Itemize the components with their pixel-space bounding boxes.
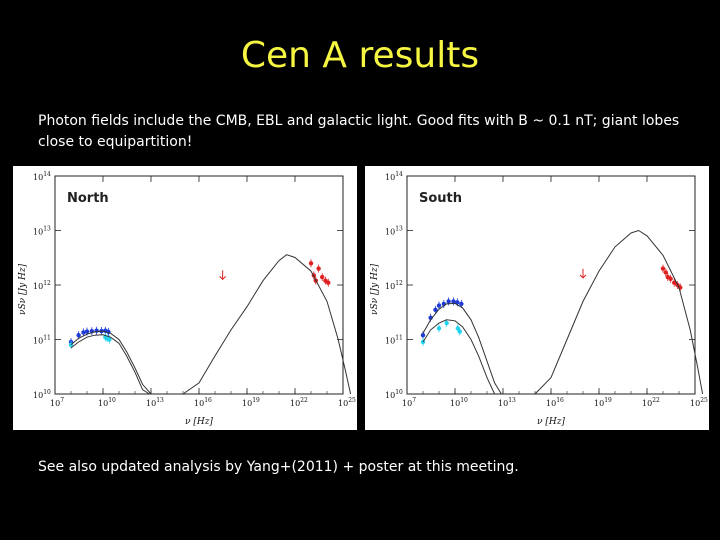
y-tick-label: 1013 xyxy=(33,226,51,237)
model-curve xyxy=(70,334,150,395)
chart-panel-north: 107 1010 1013 1016 1019 1022 1025 1010 1011 1012 1… xyxy=(13,166,357,430)
sed-chart-north: 107 1010 1013 1016 1019 1022 10251010101110121… xyxy=(18,171,356,427)
x-tick-label: 1016 xyxy=(546,397,564,408)
x-tick-label: 1025 xyxy=(690,397,708,408)
data-point xyxy=(433,307,438,313)
y-tick-label: 1013 xyxy=(385,226,403,237)
data-point xyxy=(84,329,90,334)
model-curve xyxy=(534,229,704,395)
data-point xyxy=(446,299,451,304)
data-point xyxy=(316,266,321,271)
data-point xyxy=(668,276,673,281)
y-tick-label: 1014 xyxy=(33,171,51,182)
model-curve xyxy=(182,254,352,395)
x-tick-label: 1019 xyxy=(594,397,612,408)
x-tick-label: 1013 xyxy=(146,397,164,408)
x-axis-label: ν [Hz] xyxy=(537,417,565,427)
x-tick-label: 1016 xyxy=(194,397,212,408)
data-point xyxy=(436,326,442,331)
data-point xyxy=(671,280,677,285)
data-point xyxy=(660,266,666,271)
plot-frame xyxy=(406,175,696,395)
x-tick-label: 1022 xyxy=(642,397,660,408)
data-point xyxy=(420,332,426,338)
data-point xyxy=(455,300,460,305)
x-tick-label: 107 xyxy=(402,397,416,408)
panel-label: South xyxy=(419,191,462,206)
data-point xyxy=(436,303,442,308)
x-tick-label: 1025 xyxy=(338,397,356,408)
y-tick-label: 1011 xyxy=(33,335,51,346)
data-point xyxy=(326,280,331,285)
panel-label: North xyxy=(67,191,109,206)
y-tick-label: 1012 xyxy=(385,280,403,291)
chart-panel-south: 107 1010 1013 1016 1019 1022 1025 1010 1011 1012 1… xyxy=(365,166,709,430)
data-point xyxy=(308,261,314,266)
y-tick-label: 1010 xyxy=(385,389,403,400)
x-tick-label: 1010 xyxy=(98,397,116,408)
data-point xyxy=(107,337,112,342)
x-tick-label: 1013 xyxy=(498,397,516,408)
y-tick-label: 1011 xyxy=(385,335,403,346)
y-tick-label: 1014 xyxy=(385,171,403,182)
data-point xyxy=(444,320,449,326)
y-tick-label: 1012 xyxy=(33,280,51,291)
data-point xyxy=(76,332,81,338)
footer-text: See also updated analysis by Yang+(2011)… xyxy=(38,459,519,475)
data-point xyxy=(319,274,325,280)
y-axis-label: νSν [Jy Hz] xyxy=(18,263,28,315)
upper-limit-arrow xyxy=(579,268,587,279)
data-point xyxy=(455,326,461,331)
plot-frame xyxy=(54,175,344,395)
sed-chart-south: 107 1010 1013 1016 1019 1022 10251010101110121… xyxy=(370,171,708,427)
slide-title: Cen A results xyxy=(240,35,480,76)
x-tick-label: 1019 xyxy=(242,397,260,408)
x-tick-label: 1010 xyxy=(450,397,468,408)
x-tick-label: 107 xyxy=(50,397,64,408)
intro-text: Photon fields include the CMB, EBL and g… xyxy=(38,113,680,150)
x-tick-label: 1022 xyxy=(290,397,308,408)
model-curve xyxy=(422,319,496,395)
data-point xyxy=(663,270,669,275)
x-axis-label: ν [Hz] xyxy=(185,417,213,427)
data-point xyxy=(457,329,463,334)
model-curve xyxy=(70,330,152,395)
data-point xyxy=(81,330,86,335)
y-tick-label: 1010 xyxy=(33,389,51,400)
data-point xyxy=(451,299,456,304)
y-axis-label: νSν [Jy Hz] xyxy=(370,263,380,315)
model-curve xyxy=(422,302,502,395)
data-point xyxy=(459,301,464,307)
upper-limit-arrow xyxy=(219,270,226,281)
